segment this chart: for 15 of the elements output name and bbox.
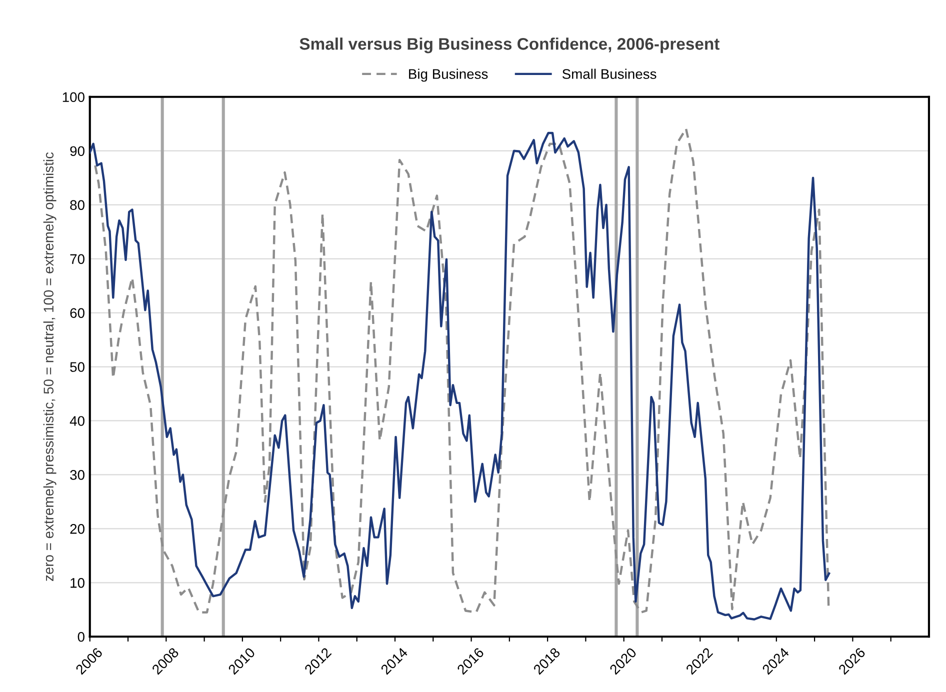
legend-label: Small Business: [562, 68, 656, 79]
y-tick-label: 70: [70, 254, 84, 264]
y-tick-label: 60: [70, 308, 84, 318]
y-tick-label: 40: [70, 416, 84, 426]
y-tick-label: 80: [70, 200, 84, 210]
y-tick-label: 20: [70, 524, 84, 534]
y-tick-label: 90: [70, 146, 84, 156]
y-tick-label: 0: [78, 632, 84, 642]
legend-label: Big Business: [409, 68, 488, 82]
y-tick-label: 30: [70, 470, 84, 480]
y-tick-label: 50: [70, 362, 84, 372]
y-tick-label: 100: [62, 92, 84, 102]
y-axis-title: zero = extremely pressimistic, 50 = neutral, 100 = extremely optimistic: [43, 152, 56, 581]
chart-title: Small versus Big Business Confidence, 2006-present: [300, 38, 720, 54]
y-tick-label: 10: [70, 578, 84, 588]
